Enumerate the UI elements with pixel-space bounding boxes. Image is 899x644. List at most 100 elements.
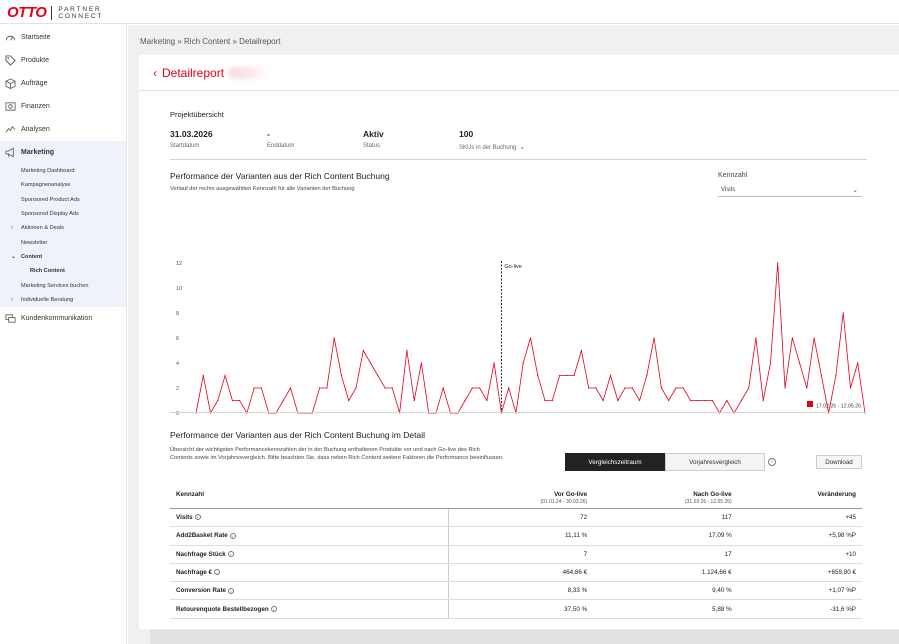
cell-change: -31,6 %P <box>737 599 862 619</box>
header-kennzahl: Kennzahl <box>170 488 449 509</box>
end-date-label: Enddatum <box>267 143 295 149</box>
sidebar-sub-kampagnenanalyse[interactable]: Kampagnenanalyse <box>21 182 71 189</box>
kpi-name: Retourenquote Bestellbezogen <box>176 605 269 613</box>
data-point <box>784 387 786 389</box>
breadcrumb: Marketing » Rich Content » Detailreport <box>140 37 281 46</box>
info-icon[interactable]: i <box>270 605 277 612</box>
skus[interactable]: 100 SKUs in der Buchung ⌄ <box>459 129 525 151</box>
data-point <box>508 387 510 389</box>
toggle-vergleichszeitraum[interactable]: Vergleichszeitraum <box>565 453 665 471</box>
data-point <box>791 337 793 339</box>
info-icon[interactable]: i <box>214 569 221 576</box>
data-point <box>595 387 597 389</box>
box-icon <box>4 78 16 90</box>
data-point <box>391 387 393 389</box>
sidebar-sub-sponsored-display-ads[interactable]: Sponsored Display Ads <box>21 211 79 218</box>
back-chevron-icon[interactable]: ‹ <box>153 65 157 80</box>
table-row: Nachfrage € i 464,86 € 1.124,66 € +659,80… <box>170 563 862 583</box>
data-point <box>544 399 546 402</box>
sidebar-sub-content[interactable]: ⌄ Content <box>0 250 126 264</box>
start-date-value: 31.03.2026 <box>170 129 213 139</box>
row-label: Conversion Rate i <box>170 581 450 601</box>
info-icon[interactable]: i <box>768 458 776 466</box>
chart-title: Performance der Varianten aus der Rich C… <box>170 171 390 181</box>
toggle-vorjahresvergleich[interactable]: Vorjahresvergleich <box>665 453 765 471</box>
sidebar-item-produkte[interactable]: Produkte <box>0 49 126 72</box>
y-tick-label: 4 <box>176 361 179 367</box>
data-point <box>668 399 670 402</box>
data-point <box>224 374 226 377</box>
megaphone-icon <box>4 147 16 159</box>
data-point <box>748 387 750 389</box>
sidebar-sub-marketing-services[interactable]: Marketing Services buchen <box>21 282 89 289</box>
sidebar-item-kundenkommunikation[interactable]: Kundenkommunikation <box>0 307 126 330</box>
info-icon[interactable]: i <box>229 532 236 539</box>
sidebar-item-finanzen[interactable]: Finanzen <box>0 95 126 118</box>
data-point <box>319 387 321 389</box>
sidebar-sub-aktionen-deals[interactable]: › Aktionen & Deals <box>0 221 126 235</box>
detail-description: Übersicht der wichtigsten Performanceken… <box>170 446 504 462</box>
chevron-down-icon[interactable]: ⌄ <box>519 144 526 151</box>
data-point <box>697 399 699 402</box>
data-point <box>442 387 444 389</box>
sidebar-sub-rich-content[interactable]: Rich Content <box>30 268 65 275</box>
data-point <box>660 387 663 389</box>
y-tick-label: 12 <box>176 261 182 267</box>
info-icon[interactable]: i <box>227 551 234 558</box>
sidebar-item-marketing[interactable]: Marketing <box>0 141 126 164</box>
otto-partner-logo[interactable]: OTTO PARTNER CONNECT <box>7 4 103 21</box>
data-point <box>624 387 626 389</box>
sidebar-item-label: Marketing <box>21 149 55 156</box>
sidebar-item-startseite[interactable]: Startseite <box>0 26 126 49</box>
data-point <box>675 387 677 389</box>
detail-title: Performance der Varianten aus der Rich C… <box>170 430 425 440</box>
sidebar-sub-individuelle-beratung[interactable]: › Individuelle Beratung <box>0 293 126 307</box>
data-point <box>384 387 386 389</box>
cell-before: 8,33 % <box>448 581 594 601</box>
info-icon[interactable]: i <box>194 514 201 521</box>
row-label: Nachfrage € i <box>170 563 450 583</box>
y-tick-label: 8 <box>176 311 179 317</box>
data-point <box>202 374 204 377</box>
cell-change: +5,98 %P <box>737 526 862 546</box>
data-point <box>580 349 582 352</box>
data-point <box>588 387 590 389</box>
row-label: Nachfrage Stück i <box>170 545 450 564</box>
sidebar-sub-sponsored-product-ads[interactable]: Sponsored Product Ads <box>21 196 80 203</box>
cell-change: +1,07 %P <box>737 581 862 601</box>
header-vor-golive: Vor Go-live (01.01.24 - 30.03.26) <box>448 488 594 509</box>
download-button[interactable]: Download <box>816 455 862 469</box>
data-point <box>762 399 764 402</box>
cell-after: 17,09 % <box>593 526 738 546</box>
redacted-name <box>228 66 269 79</box>
data-point <box>493 362 495 364</box>
end-date: - Enddatum <box>267 129 294 149</box>
logo-divider <box>51 5 53 20</box>
data-point <box>369 362 372 364</box>
main-area: Marketing » Rich Content » Detailreport … <box>128 25 899 644</box>
data-point <box>326 387 328 389</box>
data-point <box>348 399 350 402</box>
header-label: Veränderung <box>817 491 857 498</box>
cell-after: 9,40 % <box>593 581 738 601</box>
kpi-select[interactable]: Visits ⌄ <box>718 183 862 197</box>
sidebar-item-auftraege[interactable]: Aufträge <box>0 72 126 95</box>
sidebar-sub-newsletter[interactable]: Newsletter <box>21 239 48 246</box>
info-icon[interactable]: i <box>228 587 235 594</box>
data-point <box>239 399 241 402</box>
sidebar-sub-marketing-dashboard[interactable]: Marketing Dashboard <box>21 168 75 175</box>
data-point <box>609 374 612 377</box>
data-point <box>646 374 648 377</box>
data-point <box>573 374 575 377</box>
status-label: Status <box>363 143 381 149</box>
sidebar-item-analysen[interactable]: Analysen <box>0 118 126 141</box>
data-point <box>340 374 342 377</box>
data-point <box>217 399 219 402</box>
kpi-name: Add2Basket Rate <box>176 532 228 540</box>
cell-before: 37,50 % <box>448 599 594 619</box>
logo-line-2: CONNECT <box>58 12 104 20</box>
data-point <box>617 399 619 402</box>
title-row: ‹ Detailreport <box>139 55 899 91</box>
data-point <box>471 387 473 389</box>
